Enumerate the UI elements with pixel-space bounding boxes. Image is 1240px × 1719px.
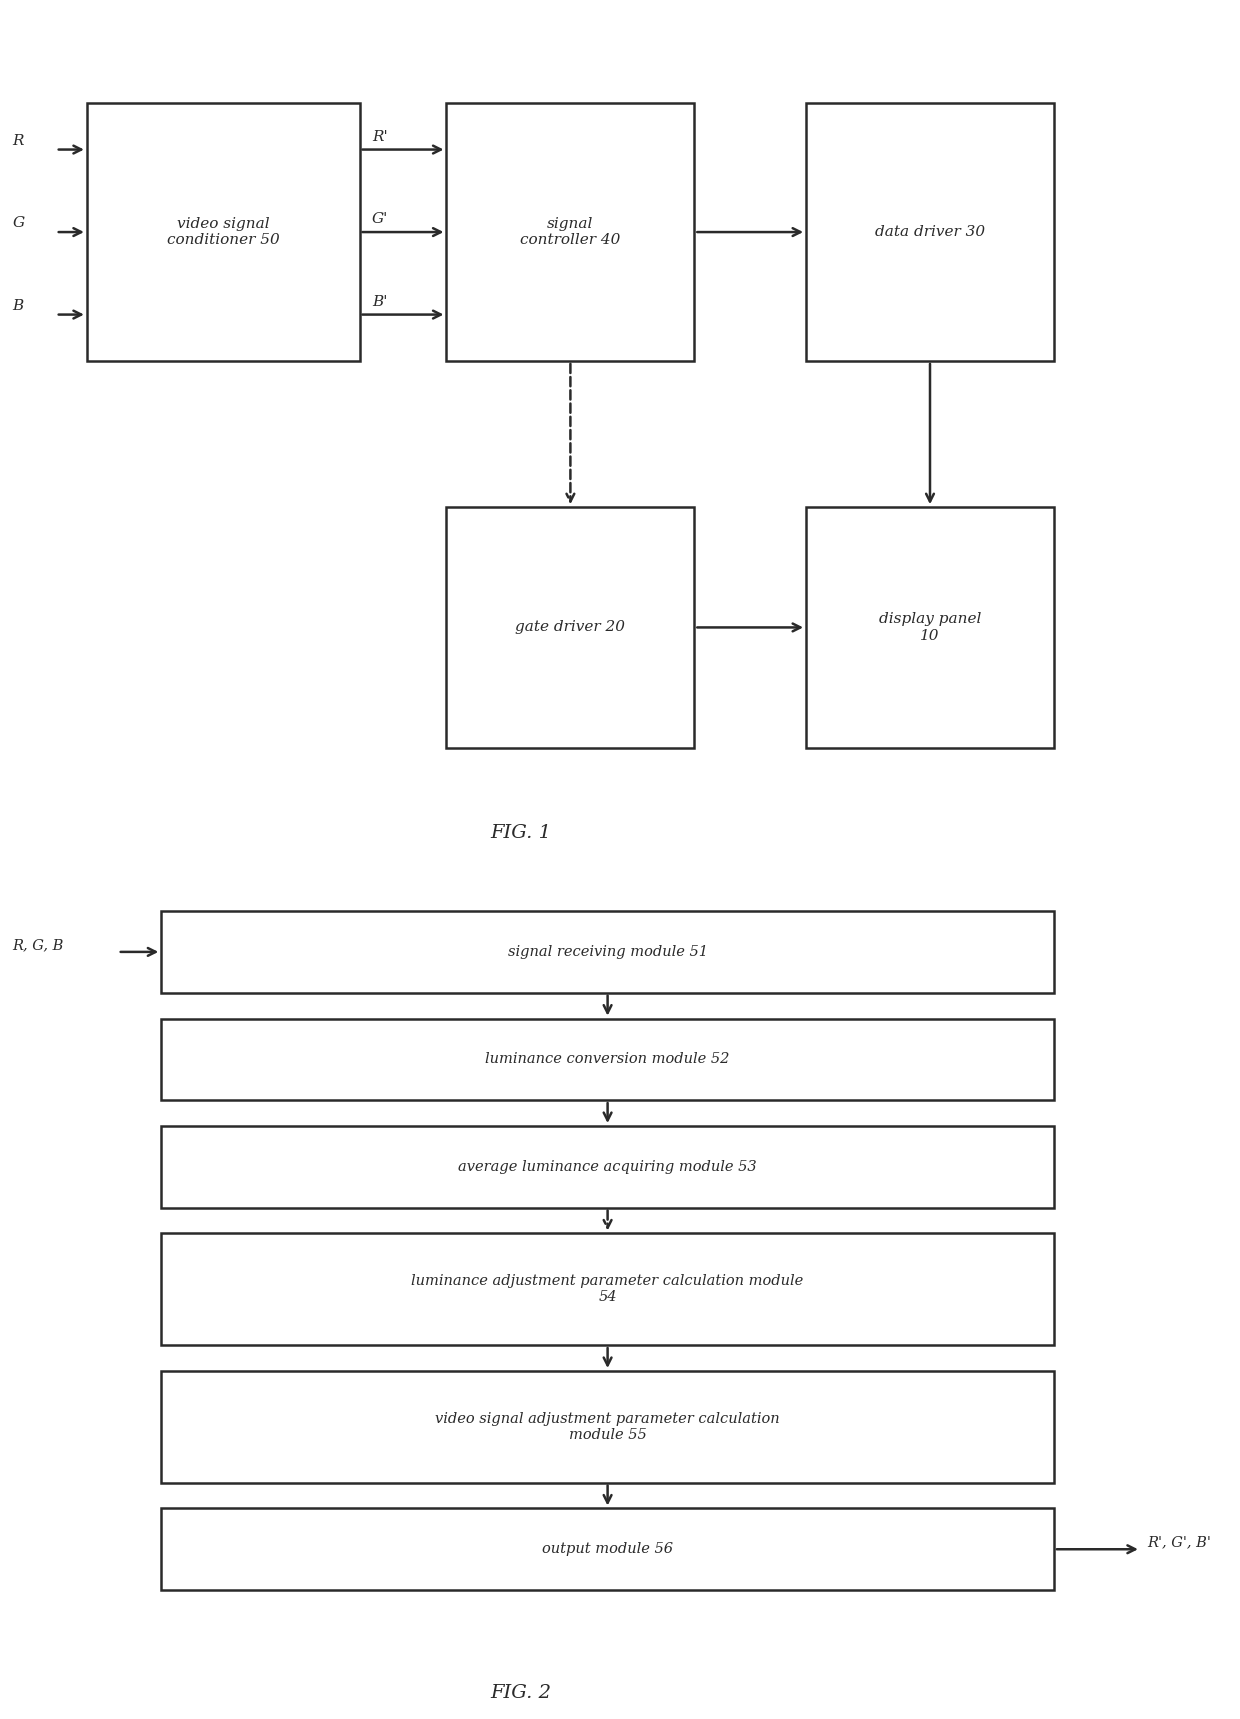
Text: G: G — [12, 217, 25, 230]
FancyBboxPatch shape — [161, 1372, 1054, 1482]
Text: B': B' — [372, 294, 388, 309]
FancyBboxPatch shape — [87, 103, 360, 361]
FancyBboxPatch shape — [161, 1018, 1054, 1100]
Text: video signal
conditioner 50: video signal conditioner 50 — [167, 217, 279, 248]
FancyBboxPatch shape — [161, 1509, 1054, 1590]
FancyBboxPatch shape — [806, 103, 1054, 361]
Text: R, G, B: R, G, B — [12, 939, 63, 952]
Text: R: R — [12, 134, 24, 148]
FancyBboxPatch shape — [161, 1126, 1054, 1207]
Text: display panel
10: display panel 10 — [879, 612, 981, 643]
FancyBboxPatch shape — [161, 1234, 1054, 1344]
Text: FIG. 1: FIG. 1 — [490, 825, 552, 842]
Text: B: B — [12, 299, 24, 313]
Text: gate driver 20: gate driver 20 — [516, 621, 625, 634]
Text: video signal adjustment parameter calculation
module 55: video signal adjustment parameter calcul… — [435, 1411, 780, 1442]
Text: data driver 30: data driver 30 — [875, 225, 985, 239]
FancyBboxPatch shape — [161, 911, 1054, 994]
FancyBboxPatch shape — [446, 507, 694, 748]
Text: luminance conversion module 52: luminance conversion module 52 — [485, 1052, 730, 1066]
Text: G': G' — [372, 211, 388, 227]
Text: signal receiving module 51: signal receiving module 51 — [507, 945, 708, 959]
Text: average luminance acquiring module 53: average luminance acquiring module 53 — [459, 1160, 756, 1174]
Text: R', G', B': R', G', B' — [1147, 1535, 1211, 1549]
FancyBboxPatch shape — [806, 507, 1054, 748]
Text: luminance adjustment parameter calculation module
54: luminance adjustment parameter calculati… — [412, 1274, 804, 1305]
Text: FIG. 2: FIG. 2 — [490, 1685, 552, 1702]
Text: R': R' — [372, 129, 388, 144]
Text: signal
controller 40: signal controller 40 — [521, 217, 620, 248]
FancyBboxPatch shape — [446, 103, 694, 361]
Text: output module 56: output module 56 — [542, 1542, 673, 1556]
